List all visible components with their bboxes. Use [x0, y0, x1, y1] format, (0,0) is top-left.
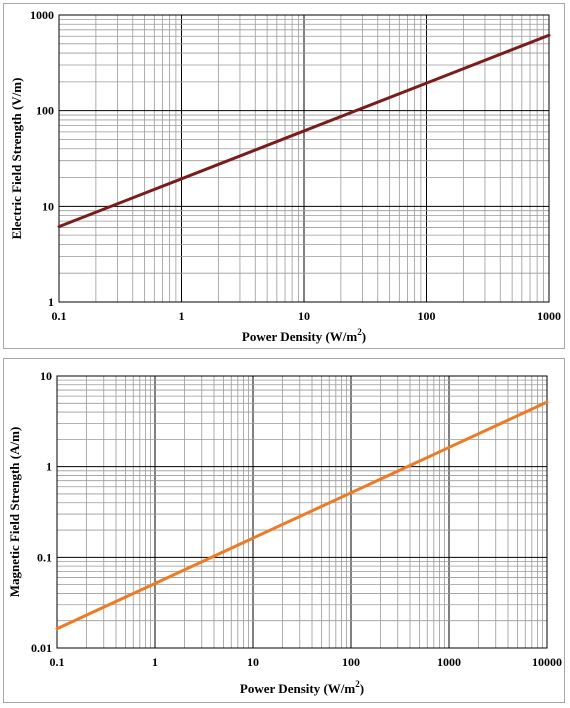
- x-tick-label: 10: [298, 309, 310, 323]
- y-tick-label: 10: [40, 369, 52, 383]
- grid: [58, 15, 549, 303]
- y-tick-label: 1: [46, 460, 52, 474]
- y-tick-label: 100: [36, 104, 54, 118]
- x-axis-title: Power Density (W/m2): [240, 679, 364, 696]
- y-tick-label: 0.01: [31, 641, 52, 655]
- x-tick-label: 100: [418, 309, 436, 323]
- y-tick-label: 0.1: [37, 550, 52, 564]
- magnetic-field-chart-panel: 0.1 1 10 100 1000 10000 0.01 0.1 1 10 Power Densit…: [3, 358, 565, 703]
- plot-area: [57, 376, 547, 648]
- x-tick-label: 0.1: [50, 655, 65, 669]
- x-tick-label: 100: [342, 655, 360, 669]
- x-axis-title: Power Density (W/m2): [242, 327, 366, 344]
- plot-border: [56, 375, 548, 649]
- x-tick-label: 1000: [537, 309, 561, 323]
- x-tick-label: 10000: [532, 655, 562, 669]
- series-line: [55, 400, 549, 631]
- plot-border: [58, 14, 550, 303]
- x-tick-label: 1000: [437, 655, 461, 669]
- x-tick-label: 0.1: [52, 309, 67, 323]
- y-tick-label: 1: [48, 295, 54, 309]
- x-tick-label: 1: [152, 655, 158, 669]
- y-axis-title: Magnetic Field Strength (A/m): [7, 427, 22, 598]
- grid: [56, 376, 547, 649]
- electric-field-chart-panel: 0.1 1 10 100 1000 1 10 100 1000 Power Density (W/…: [3, 3, 565, 349]
- y-tick-label: 10: [42, 199, 54, 213]
- x-tick-label: 1: [179, 309, 185, 323]
- y-axis-title: Electric Field Strength (V/m): [9, 78, 24, 240]
- y-tick-label: 1000: [30, 8, 54, 22]
- x-tick-label: 10: [247, 655, 259, 669]
- series-line: [57, 33, 551, 229]
